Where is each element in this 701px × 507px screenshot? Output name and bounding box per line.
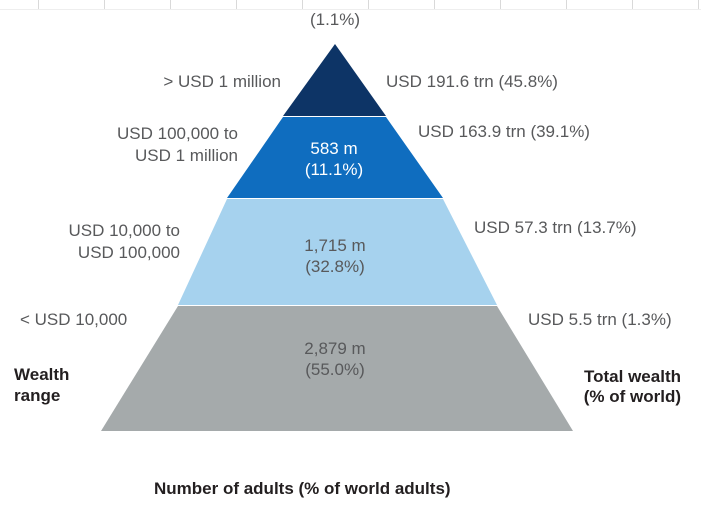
tier-3-share: (32.8%) bbox=[305, 257, 365, 276]
wealth-label-tier-1: USD 191.6 trn (45.8%) bbox=[386, 72, 558, 91]
total-wealth-heading-line2: (% of world) bbox=[583, 387, 681, 406]
pyramid-tier-2 bbox=[227, 117, 443, 198]
wealth-label-tier-3: USD 57.3 trn (13.7%) bbox=[474, 218, 637, 237]
range-label-tier-2-line2: USD 1 million bbox=[135, 146, 238, 165]
wealth-range-heading-line2: range bbox=[14, 386, 61, 405]
tier-2-count: 583 m bbox=[310, 139, 357, 158]
tier-4-count: 2,879 m bbox=[304, 339, 365, 358]
tier-3-count: 1,715 m bbox=[304, 236, 365, 255]
tier-4-share: (55.0%) bbox=[305, 360, 365, 379]
pyramid-tier-1 bbox=[283, 44, 386, 116]
tier-2-share: (11.1%) bbox=[305, 160, 363, 179]
pyramid-tier-4 bbox=[101, 306, 573, 431]
range-label-tier-3-line2: USD 100,000 bbox=[77, 243, 180, 262]
wealth-range-heading-line1: Wealth bbox=[14, 365, 70, 384]
pyramid-tier-3 bbox=[178, 199, 497, 305]
range-label-tier-4: < USD 10,000 bbox=[20, 310, 128, 329]
range-label-tier-3-line1: USD 10,000 to bbox=[68, 221, 180, 240]
top-tier-share: (1.1%) bbox=[309, 10, 361, 29]
wealth-label-tier-2: USD 163.9 trn (39.1%) bbox=[418, 122, 590, 141]
range-label-tier-2-line1: USD 100,000 to bbox=[117, 124, 238, 143]
top-cropped-strip bbox=[0, 0, 701, 10]
range-label-tier-1: > USD 1 million bbox=[163, 72, 281, 91]
total-wealth-heading-line1: Total wealth bbox=[584, 367, 681, 386]
wealth-label-tier-4: USD 5.5 trn (1.3%) bbox=[528, 310, 672, 329]
adults-axis-caption: Number of adults (% of world adults) bbox=[154, 479, 451, 498]
